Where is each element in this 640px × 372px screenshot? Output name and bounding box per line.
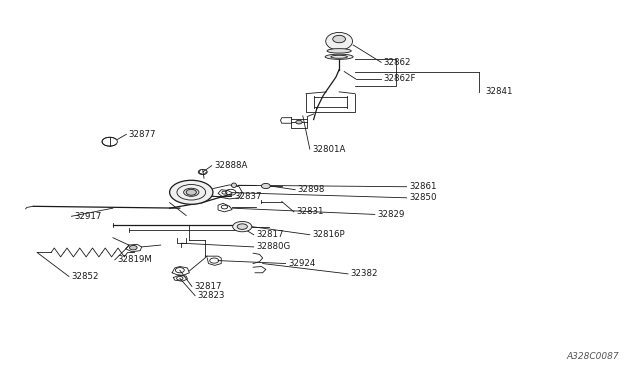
Text: 32819M: 32819M (117, 255, 152, 264)
Ellipse shape (325, 54, 353, 60)
Text: 32898: 32898 (298, 185, 325, 194)
Text: 32817: 32817 (195, 282, 222, 291)
Circle shape (261, 183, 270, 189)
Text: 32829: 32829 (378, 210, 404, 219)
Text: 32850: 32850 (409, 193, 436, 202)
Ellipse shape (184, 188, 199, 196)
Text: 32801A: 32801A (312, 145, 346, 154)
Text: 32877: 32877 (129, 130, 156, 139)
Ellipse shape (232, 183, 237, 187)
Text: 32917: 32917 (75, 212, 102, 221)
Text: 32852: 32852 (72, 272, 99, 281)
Text: 32837: 32837 (234, 192, 262, 201)
Text: 32924: 32924 (288, 259, 316, 268)
Text: 32888A: 32888A (215, 161, 248, 170)
Ellipse shape (326, 32, 353, 50)
Ellipse shape (327, 49, 351, 53)
Circle shape (186, 189, 196, 195)
Text: 32831: 32831 (296, 207, 324, 217)
Text: 32861: 32861 (409, 182, 436, 191)
Circle shape (129, 246, 137, 250)
Ellipse shape (237, 224, 247, 230)
Ellipse shape (233, 221, 252, 232)
Text: A328C0087: A328C0087 (567, 352, 620, 361)
Text: 32817: 32817 (256, 230, 284, 239)
Text: 32862F: 32862F (384, 74, 416, 83)
Text: 32823: 32823 (198, 291, 225, 300)
Circle shape (296, 120, 302, 124)
Text: 32382: 32382 (351, 269, 378, 278)
Circle shape (333, 35, 346, 43)
Text: 32841: 32841 (486, 87, 513, 96)
Text: 32880G: 32880G (256, 243, 291, 251)
Text: 32862: 32862 (384, 58, 412, 67)
Ellipse shape (170, 180, 213, 204)
Text: 32816P: 32816P (312, 230, 345, 239)
